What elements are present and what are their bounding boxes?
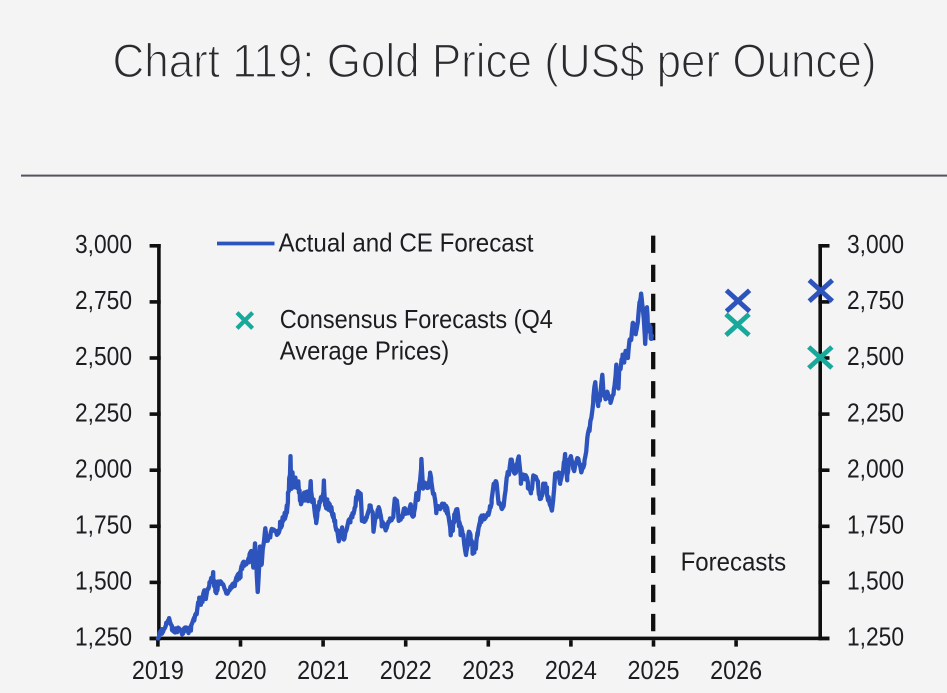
svg-text:2,750: 2,750 [75, 285, 132, 315]
svg-text:2,500: 2,500 [847, 341, 904, 371]
svg-text:1,500: 1,500 [847, 566, 904, 596]
svg-text:1,250: 1,250 [75, 622, 132, 652]
svg-text:Chart 119: Gold Price (US$ per: Chart 119: Gold Price (US$ per Ounce) [113, 34, 877, 87]
svg-text:2025: 2025 [628, 655, 680, 685]
svg-text:2021: 2021 [297, 655, 349, 685]
svg-text:Average Prices): Average Prices) [280, 335, 450, 365]
svg-text:2019: 2019 [132, 655, 184, 685]
svg-text:2,000: 2,000 [847, 453, 904, 483]
svg-text:1,750: 1,750 [847, 510, 904, 540]
svg-text:1,500: 1,500 [75, 566, 132, 596]
svg-text:2020: 2020 [215, 655, 267, 685]
svg-text:3,000: 3,000 [847, 229, 904, 259]
svg-text:2022: 2022 [380, 655, 432, 685]
svg-text:3,000: 3,000 [75, 229, 132, 259]
svg-text:2,000: 2,000 [75, 453, 132, 483]
svg-text:Consensus Forecasts (Q4: Consensus Forecasts (Q4 [280, 304, 553, 334]
svg-text:1,250: 1,250 [847, 622, 904, 652]
svg-text:2024: 2024 [545, 655, 597, 685]
svg-text:2023: 2023 [462, 655, 514, 685]
svg-text:2,250: 2,250 [75, 397, 132, 427]
svg-text:Actual and CE Forecast: Actual and CE Forecast [279, 228, 535, 258]
svg-text:2,250: 2,250 [847, 397, 904, 427]
svg-text:2,500: 2,500 [75, 341, 132, 371]
svg-text:1,750: 1,750 [75, 510, 132, 540]
svg-text:2,750: 2,750 [847, 285, 904, 315]
svg-text:2026: 2026 [710, 655, 762, 685]
svg-text:Forecasts: Forecasts [681, 547, 787, 577]
